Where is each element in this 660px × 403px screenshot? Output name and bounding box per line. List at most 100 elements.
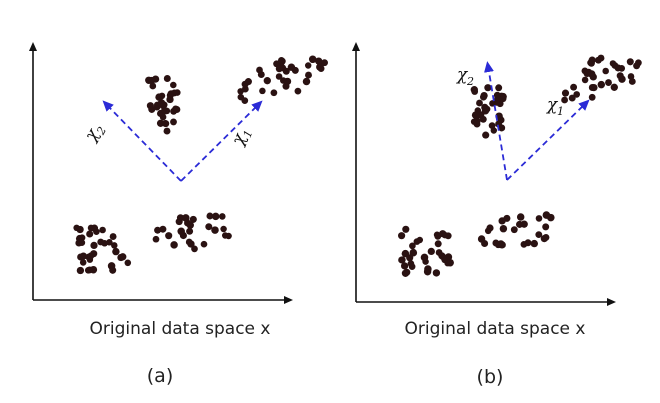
panel-b-points [398, 54, 642, 277]
svg-text:1: 1 [241, 128, 256, 139]
data-point [111, 242, 118, 249]
data-point [287, 63, 296, 71]
data-point [316, 63, 324, 71]
data-point [441, 231, 449, 239]
data-point [403, 268, 411, 276]
panel-a-chi1-label: χ 1 [228, 128, 256, 148]
data-point [497, 241, 505, 249]
data-point [79, 252, 88, 260]
data-point [530, 239, 538, 248]
data-point [321, 59, 328, 67]
data-point [427, 247, 435, 256]
data-point [409, 248, 418, 257]
panel-a: χ 2 χ 1 [29, 42, 328, 304]
svg-text:1: 1 [557, 105, 564, 118]
data-point [492, 239, 500, 247]
data-point [471, 111, 480, 119]
data-point [170, 89, 178, 97]
data-point [152, 235, 160, 243]
data-point [315, 57, 323, 65]
data-point [568, 94, 576, 102]
data-point [175, 218, 183, 226]
data-point [191, 245, 198, 253]
data-point [516, 213, 525, 221]
data-point [161, 101, 168, 109]
data-point [616, 72, 624, 80]
data-point [476, 99, 483, 107]
data-point [282, 67, 290, 75]
data-point [78, 234, 86, 241]
data-point [156, 119, 165, 127]
data-point [79, 259, 87, 266]
data-point [398, 256, 406, 264]
panel-b-chi1-label: χ 1 [546, 95, 564, 118]
data-point [535, 231, 543, 239]
data-point [416, 236, 424, 244]
data-point [186, 221, 194, 229]
data-point [99, 226, 106, 234]
data-point [275, 73, 283, 80]
svg-text:2: 2 [466, 75, 474, 88]
data-point [626, 58, 634, 66]
data-point [480, 91, 488, 100]
data-point [610, 83, 618, 91]
data-point [182, 214, 190, 222]
data-point [470, 118, 478, 125]
panel-a-chi1-axis [180, 100, 263, 182]
data-point [220, 225, 227, 233]
data-point [481, 239, 489, 248]
data-point [433, 231, 441, 239]
panel-b-label: (b) [476, 366, 504, 388]
data-point [488, 122, 496, 129]
data-point [163, 127, 171, 135]
data-point [542, 223, 550, 231]
data-point [185, 238, 193, 246]
data-point [547, 213, 555, 222]
data-point [179, 231, 187, 240]
data-point [200, 240, 208, 248]
data-point [166, 95, 174, 104]
data-point [159, 113, 167, 121]
data-point [165, 232, 173, 240]
data-point [186, 227, 194, 235]
data-point [277, 56, 285, 64]
data-point [495, 120, 503, 128]
data-point [244, 78, 252, 86]
data-point [438, 252, 446, 260]
data-point [237, 88, 244, 95]
panel-a-points [73, 55, 328, 275]
data-point [516, 220, 524, 228]
data-point [499, 95, 507, 103]
data-point [482, 131, 490, 139]
panel-b-caption: Original data space x [404, 319, 586, 339]
data-point [211, 212, 220, 221]
data-point [206, 212, 214, 220]
data-point [420, 253, 429, 262]
data-point [583, 69, 591, 78]
data-point [162, 120, 169, 127]
data-point [304, 62, 312, 69]
data-point [170, 241, 178, 249]
data-point [588, 84, 596, 91]
data-point [153, 101, 161, 109]
data-point [173, 105, 181, 114]
data-point [308, 55, 317, 64]
data-point [602, 67, 609, 75]
data-point [400, 262, 409, 270]
data-point [570, 83, 578, 91]
data-point [89, 265, 98, 274]
data-point [402, 225, 410, 233]
data-point [503, 214, 511, 222]
panel-b: χ 2 χ 1 [352, 42, 642, 306]
data-point [86, 230, 94, 238]
data-point [205, 223, 213, 231]
data-point [561, 89, 570, 97]
data-point [263, 77, 271, 85]
data-point [479, 115, 487, 123]
data-point [76, 266, 85, 275]
data-point [573, 91, 581, 98]
data-point [470, 86, 478, 94]
data-point [588, 93, 596, 101]
data-point [76, 225, 84, 234]
